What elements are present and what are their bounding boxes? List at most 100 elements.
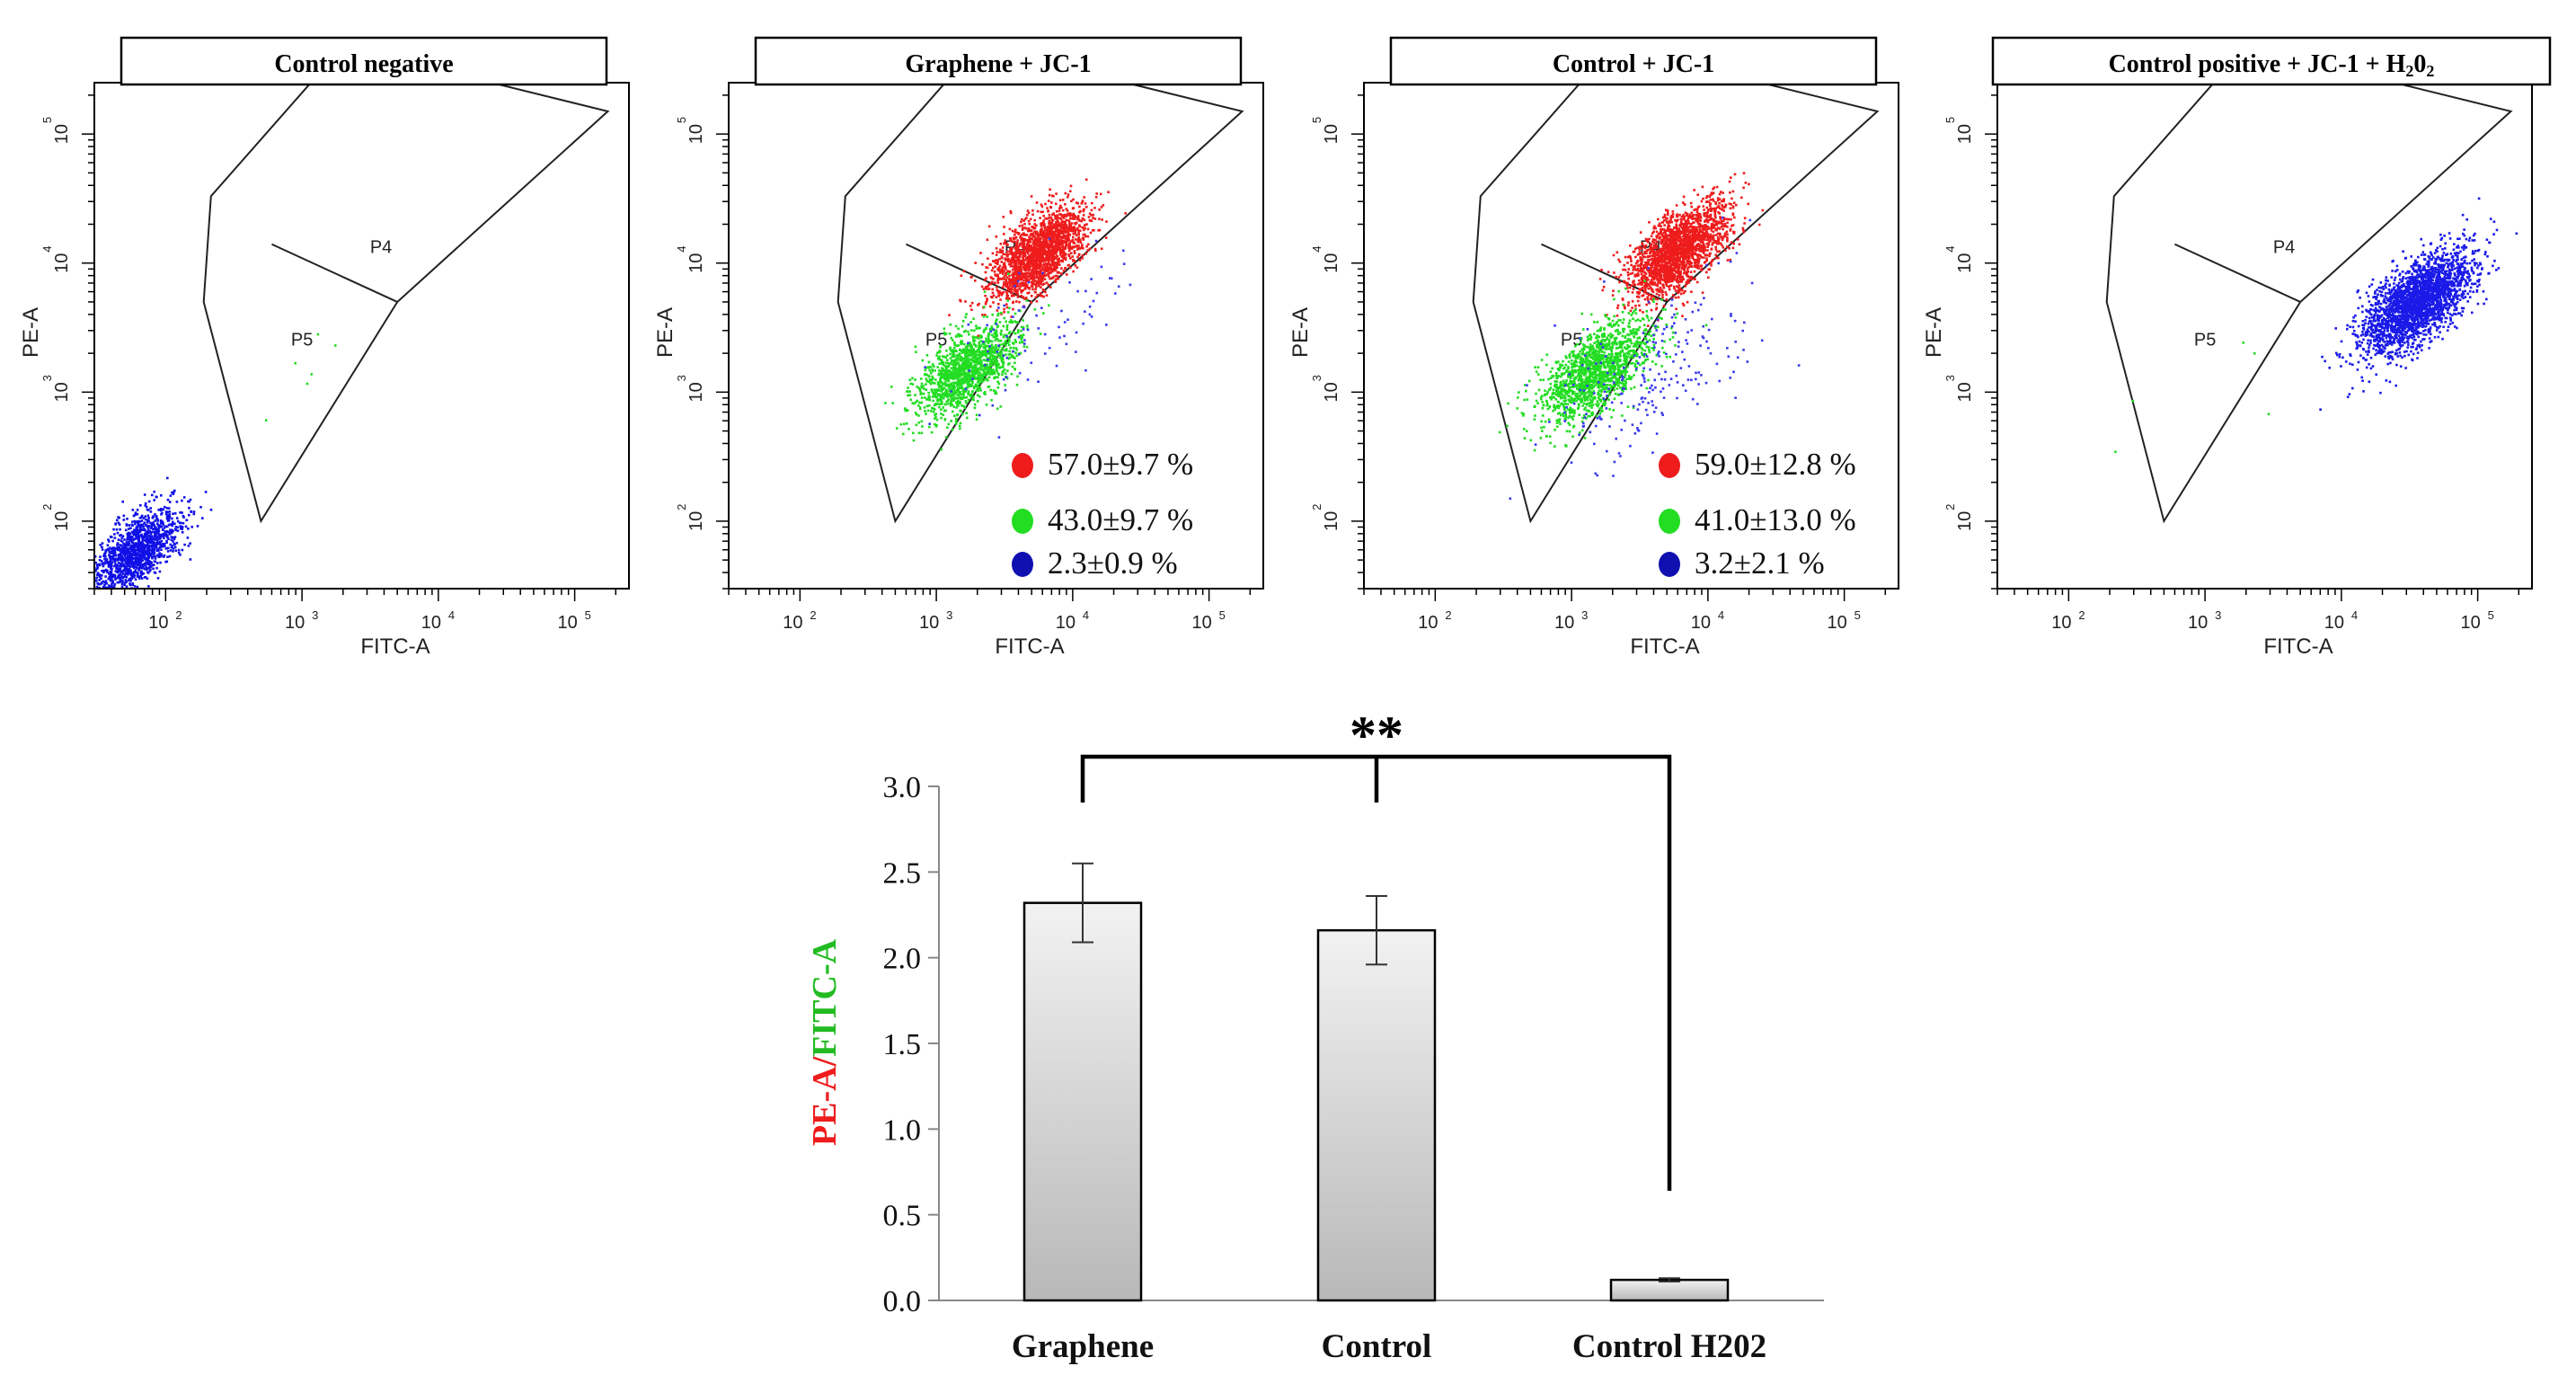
panel-title-box <box>1389 36 1878 86</box>
x-tick-label-3: 10 <box>1056 613 1076 633</box>
panel-title: Graphene + JC-1 <box>905 50 1091 78</box>
flow-panel-1: 10 2 10 3 10 4 10 5102103104105FITC-APE-AP4P5Co… <box>19 36 630 659</box>
gate-label-p4: P4 <box>2273 237 2295 257</box>
x-tick-exponent-1: 2 <box>175 608 181 622</box>
population-2 <box>884 272 1050 451</box>
stat-dot-2 <box>1659 509 1680 534</box>
x-axis-label: FITC-A <box>1630 634 1699 659</box>
bar-y-tick-label-1: 0.0 <box>883 1285 922 1318</box>
population-3 <box>924 237 1132 439</box>
x-tick-label-2: 10 <box>285 613 305 633</box>
x-tick-exponent-1: 2 <box>1445 608 1451 622</box>
y-tick-label-2: 10 <box>686 382 706 402</box>
y-tick-exponent-4: 5 <box>675 117 688 123</box>
y-tick-exponent-1: 2 <box>675 504 688 510</box>
x-tick-exponent-1: 2 <box>2078 608 2085 622</box>
y-tick-label-3: 10 <box>1955 253 1975 273</box>
bar-y-tick-label-2: 0.5 <box>883 1200 922 1233</box>
x-tick-label-1: 10 <box>1418 613 1438 633</box>
x-tick-label-1: 10 <box>2051 613 2071 633</box>
stat-label-2: 41.0±13.0 % <box>1695 502 1856 537</box>
population-1 <box>2319 197 2518 411</box>
bar-graphene <box>1022 901 1143 1302</box>
x-tick-label-3: 10 <box>1691 613 1711 633</box>
x-tick-exponent-3: 4 <box>448 608 455 622</box>
event-dots <box>2114 197 2518 453</box>
panel-title-box <box>120 36 608 86</box>
event-dots <box>884 178 1132 451</box>
bar-y-tick-label-3: 1.0 <box>883 1113 922 1147</box>
bar-y-tick-label-4: 1.5 <box>883 1028 922 1061</box>
y-tick-label-1: 10 <box>1322 511 1341 531</box>
stat-label-2: 43.0±9.7 % <box>1048 502 1193 537</box>
y-tick-exponent-2: 3 <box>1310 375 1323 381</box>
y-axis-label: PE-A <box>19 307 43 358</box>
gate-label-p4: P4 <box>370 237 392 257</box>
stat-dot-1 <box>1659 453 1680 478</box>
population-2 <box>1498 279 1708 452</box>
x-axis-label: FITC-A <box>995 634 1064 659</box>
bar-control-h202 <box>1609 1278 1730 1302</box>
y-tick-label-2: 10 <box>1955 382 1975 402</box>
significance-label: ** <box>1350 705 1403 765</box>
x-tick-label-4: 10 <box>1827 613 1846 633</box>
x-axis-label: FITC-A <box>360 634 429 659</box>
panel-title: Control negative <box>274 50 453 78</box>
population-3 <box>1509 216 1801 501</box>
gate-divider <box>2174 243 2301 303</box>
y-tick-exponent-2: 3 <box>40 375 54 381</box>
stat-label-3: 3.2±2.1 % <box>1695 546 1825 581</box>
category-label-3: Control H202 <box>1572 1328 1766 1365</box>
y-tick-label-1: 10 <box>52 511 72 531</box>
gate-label-p5: P5 <box>2194 330 2216 350</box>
flow-panel-3: 102103104105102103104105FITC-APE-AP4P5Co… <box>1288 36 1899 659</box>
event-dots <box>1498 172 1801 501</box>
y-tick-exponent-1: 2 <box>1943 504 1957 510</box>
stat-dot-2 <box>1012 509 1033 534</box>
panel-title-box <box>1991 36 2552 86</box>
gate-divider <box>271 243 398 303</box>
category-label-2: Control <box>1322 1328 1432 1365</box>
y-tick-exponent-4: 5 <box>1310 117 1323 123</box>
stat-dot-1 <box>1012 453 1033 478</box>
population-2 <box>264 333 337 421</box>
x-tick-exponent-4: 5 <box>1219 608 1226 622</box>
y-label-part-1: PE-A <box>806 1066 844 1146</box>
x-tick-exponent-1: 2 <box>810 608 816 622</box>
x-tick-exponent-4: 5 <box>1855 608 1861 622</box>
x-axis-label: FITC-A <box>2263 634 2333 659</box>
x-tick-exponent-3: 4 <box>2351 608 2358 622</box>
y-tick-exponent-3: 4 <box>40 245 54 252</box>
stat-label-3: 2.3±0.9 % <box>1048 546 1178 581</box>
y-tick-label-2: 10 <box>1322 382 1341 402</box>
population-2 <box>2114 342 2271 453</box>
panel-title-box <box>754 36 1243 86</box>
y-tick-exponent-2: 3 <box>675 375 688 381</box>
bar-y-tick-label-5: 2.0 <box>883 943 922 976</box>
population-1 <box>1598 172 1765 327</box>
x-tick-exponent-2: 3 <box>2215 608 2221 622</box>
category-label-1: Graphene <box>1012 1328 1154 1365</box>
y-tick-exponent-1: 2 <box>1310 504 1323 510</box>
stat-label-1: 59.0±12.8 % <box>1695 447 1856 482</box>
y-label-part-2: / <box>806 1056 844 1067</box>
y-tick-exponent-3: 4 <box>675 245 688 252</box>
y-tick-exponent-4: 5 <box>40 117 54 123</box>
x-tick-label-2: 10 <box>1554 613 1574 633</box>
y-tick-label-4: 10 <box>52 124 72 144</box>
bar-control <box>1316 928 1437 1302</box>
bar-y-tick-label-6: 2.5 <box>883 856 922 890</box>
y-tick-exponent-4: 5 <box>1943 117 1957 123</box>
ratio-bar-chart: 0.0 0.5 1.0 1.5 2.0 2.5 3.0 PE-A/FITC-A Graphene… <box>806 705 1824 1365</box>
x-tick-exponent-4: 5 <box>585 608 591 622</box>
y-label-part-3: FITC-A <box>806 938 844 1056</box>
population-1 <box>948 178 1127 351</box>
x-tick-label-4: 10 <box>557 613 577 633</box>
x-tick-label-4: 10 <box>1191 613 1211 633</box>
x-tick-exponent-2: 3 <box>312 608 318 622</box>
y-axis-label: PE-A <box>1922 307 1946 358</box>
panel-title: Control + JC-1 <box>1553 50 1714 78</box>
population-1 <box>95 476 213 588</box>
stat-dot-3 <box>1012 552 1033 577</box>
x-tick-label-1: 10 <box>148 613 168 633</box>
